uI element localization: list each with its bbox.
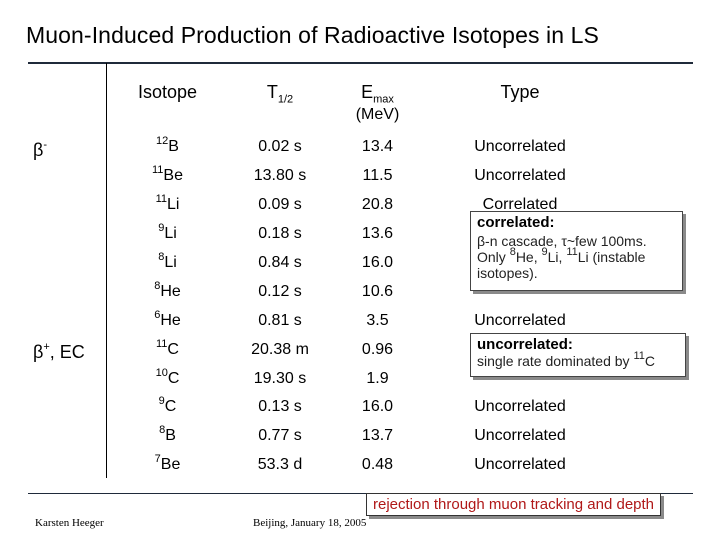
uncorrelated-line1: single rate dominated by 11C <box>477 350 655 369</box>
half-life-cell: 19.30 s <box>253 370 307 387</box>
half-life-cell: 0.12 s <box>258 283 302 300</box>
emax-cell: 3.5 <box>366 312 389 329</box>
group-beta-plus-ec: β+, EC <box>33 341 85 363</box>
top-rule <box>28 62 693 64</box>
correlated-line1: β-n cascade, τ~few 100ms. <box>477 233 647 249</box>
footer-event: Beijing, January 18, 2005 <box>253 517 367 529</box>
correlated-line2: Only 8He, 9Li, 11Li (instable <box>477 246 646 265</box>
emax-cell: 13.7 <box>361 427 394 444</box>
correlated-heading: correlated: <box>477 214 555 231</box>
slide-title: Muon-Induced Production of Radioactive I… <box>26 22 599 48</box>
half-life-cell: 20.38 m <box>251 341 309 358</box>
uncorrelated-callout: uncorrelated: single rate dominated by 1… <box>470 333 686 377</box>
bottom-rule <box>28 493 693 494</box>
isotope-cell: 7Be <box>154 452 181 473</box>
isotope-cell: 8He <box>154 279 181 300</box>
emax-cell: 1.9 <box>366 370 389 387</box>
header-half-life: T1/2 <box>266 82 294 106</box>
emax-cell: 0.96 <box>361 341 394 358</box>
half-life-cell: 0.18 s <box>258 225 302 242</box>
group-beta-minus: β- <box>33 139 48 161</box>
type-cell: Uncorrelated <box>474 167 566 184</box>
half-life-cell: 0.77 s <box>258 427 302 444</box>
isotope-cell: 11Be <box>152 163 183 184</box>
correlated-line3: isotopes). <box>477 265 538 281</box>
header-emax: Emax <box>361 82 394 106</box>
emax-cell: 0.48 <box>361 456 394 473</box>
header-emax-unit: (MeV) <box>355 106 400 123</box>
isotope-cell: 10C <box>155 366 180 387</box>
emax-cell: 13.6 <box>361 225 394 242</box>
header-type: Type <box>500 82 540 102</box>
uncorrelated-heading: uncorrelated: <box>477 336 573 353</box>
isotope-cell: 9C <box>158 394 177 415</box>
half-life-cell: 53.3 d <box>257 456 303 473</box>
emax-cell: 20.8 <box>361 196 394 213</box>
half-life-cell: 0.02 s <box>258 138 302 155</box>
isotope-cell: 12B <box>156 134 179 155</box>
half-life-cell: 0.81 s <box>258 312 302 329</box>
footer-author: Karsten Heeger <box>35 517 104 529</box>
isotope-cell: 9Li <box>158 221 177 242</box>
header-isotope: Isotope <box>137 82 198 102</box>
isotope-cell: 11Li <box>155 192 180 213</box>
type-cell: Uncorrelated <box>474 427 566 444</box>
half-life-cell: 0.84 s <box>258 254 302 271</box>
emax-cell: 11.5 <box>362 167 393 184</box>
emax-cell: 13.4 <box>361 138 394 155</box>
isotope-cell: 6He <box>154 308 181 329</box>
table-divider <box>106 63 107 478</box>
isotope-cell: 8Li <box>158 250 177 271</box>
rejection-callout: rejection through muon tracking and dept… <box>366 493 662 516</box>
emax-cell: 16.0 <box>361 398 394 415</box>
type-cell: Uncorrelated <box>474 398 566 415</box>
half-life-cell: 0.13 s <box>258 398 302 415</box>
type-cell: Uncorrelated <box>474 312 566 329</box>
correlated-callout: correlated: β-n cascade, τ~few 100ms. On… <box>470 211 683 291</box>
emax-cell: 10.6 <box>361 283 394 300</box>
isotope-cell: 11C <box>156 337 179 358</box>
half-life-cell: 0.09 s <box>258 196 302 213</box>
type-cell: Correlated <box>482 196 558 213</box>
type-cell: Uncorrelated <box>474 138 566 155</box>
type-cell: Uncorrelated <box>474 456 566 473</box>
emax-cell: 16.0 <box>361 254 394 271</box>
half-life-cell: 13.80 s <box>253 167 307 184</box>
isotope-cell: 8B <box>159 423 176 444</box>
